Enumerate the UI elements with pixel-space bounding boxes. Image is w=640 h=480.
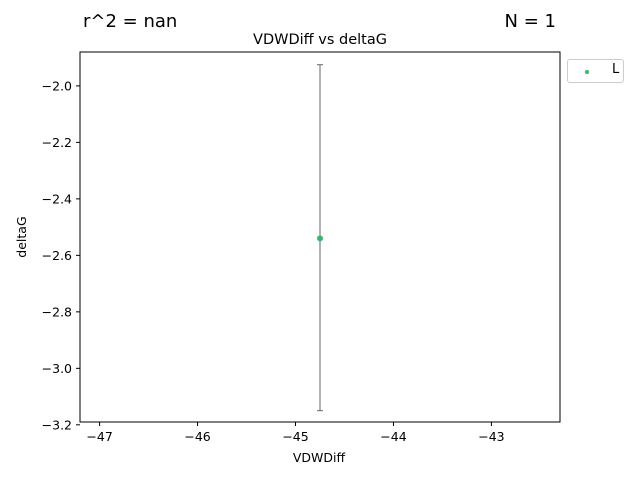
chart-title: VDWDiff vs deltaG: [253, 32, 387, 48]
x-tick-label: −47: [86, 429, 112, 444]
n-count-label: N = 1: [504, 11, 556, 32]
y-tick-label: −2.2: [42, 135, 72, 150]
x-tick-label: −43: [478, 429, 504, 444]
y-tick-label: −2.6: [42, 248, 72, 263]
y-tick-label: −2.0: [42, 78, 72, 93]
axes-frame: [79, 51, 561, 423]
legend-label: L: [612, 62, 620, 77]
x-tick-label: −46: [184, 429, 210, 444]
legend-marker-icon: [585, 70, 589, 74]
y-tick-label: −2.8: [42, 304, 72, 319]
y-tick-label: −3.2: [42, 417, 72, 432]
x-axis-label: VDWDiff: [293, 450, 346, 465]
r-squared-label: r^2 = nan: [83, 11, 178, 32]
x-tick-label: −44: [380, 429, 406, 444]
y-axis-label: deltaG: [14, 216, 29, 257]
data-point: [317, 235, 323, 242]
y-tick-label: −3.0: [42, 361, 72, 376]
plot-area: −47 −46 −45 −44 −43 −3.2 −3.0 −2.8 −2.6 −2.4 −2.2 −…: [42, 51, 561, 444]
legend: L: [567, 59, 624, 83]
x-tick-label: −45: [282, 429, 308, 444]
y-tick-label: −2.4: [42, 191, 72, 206]
